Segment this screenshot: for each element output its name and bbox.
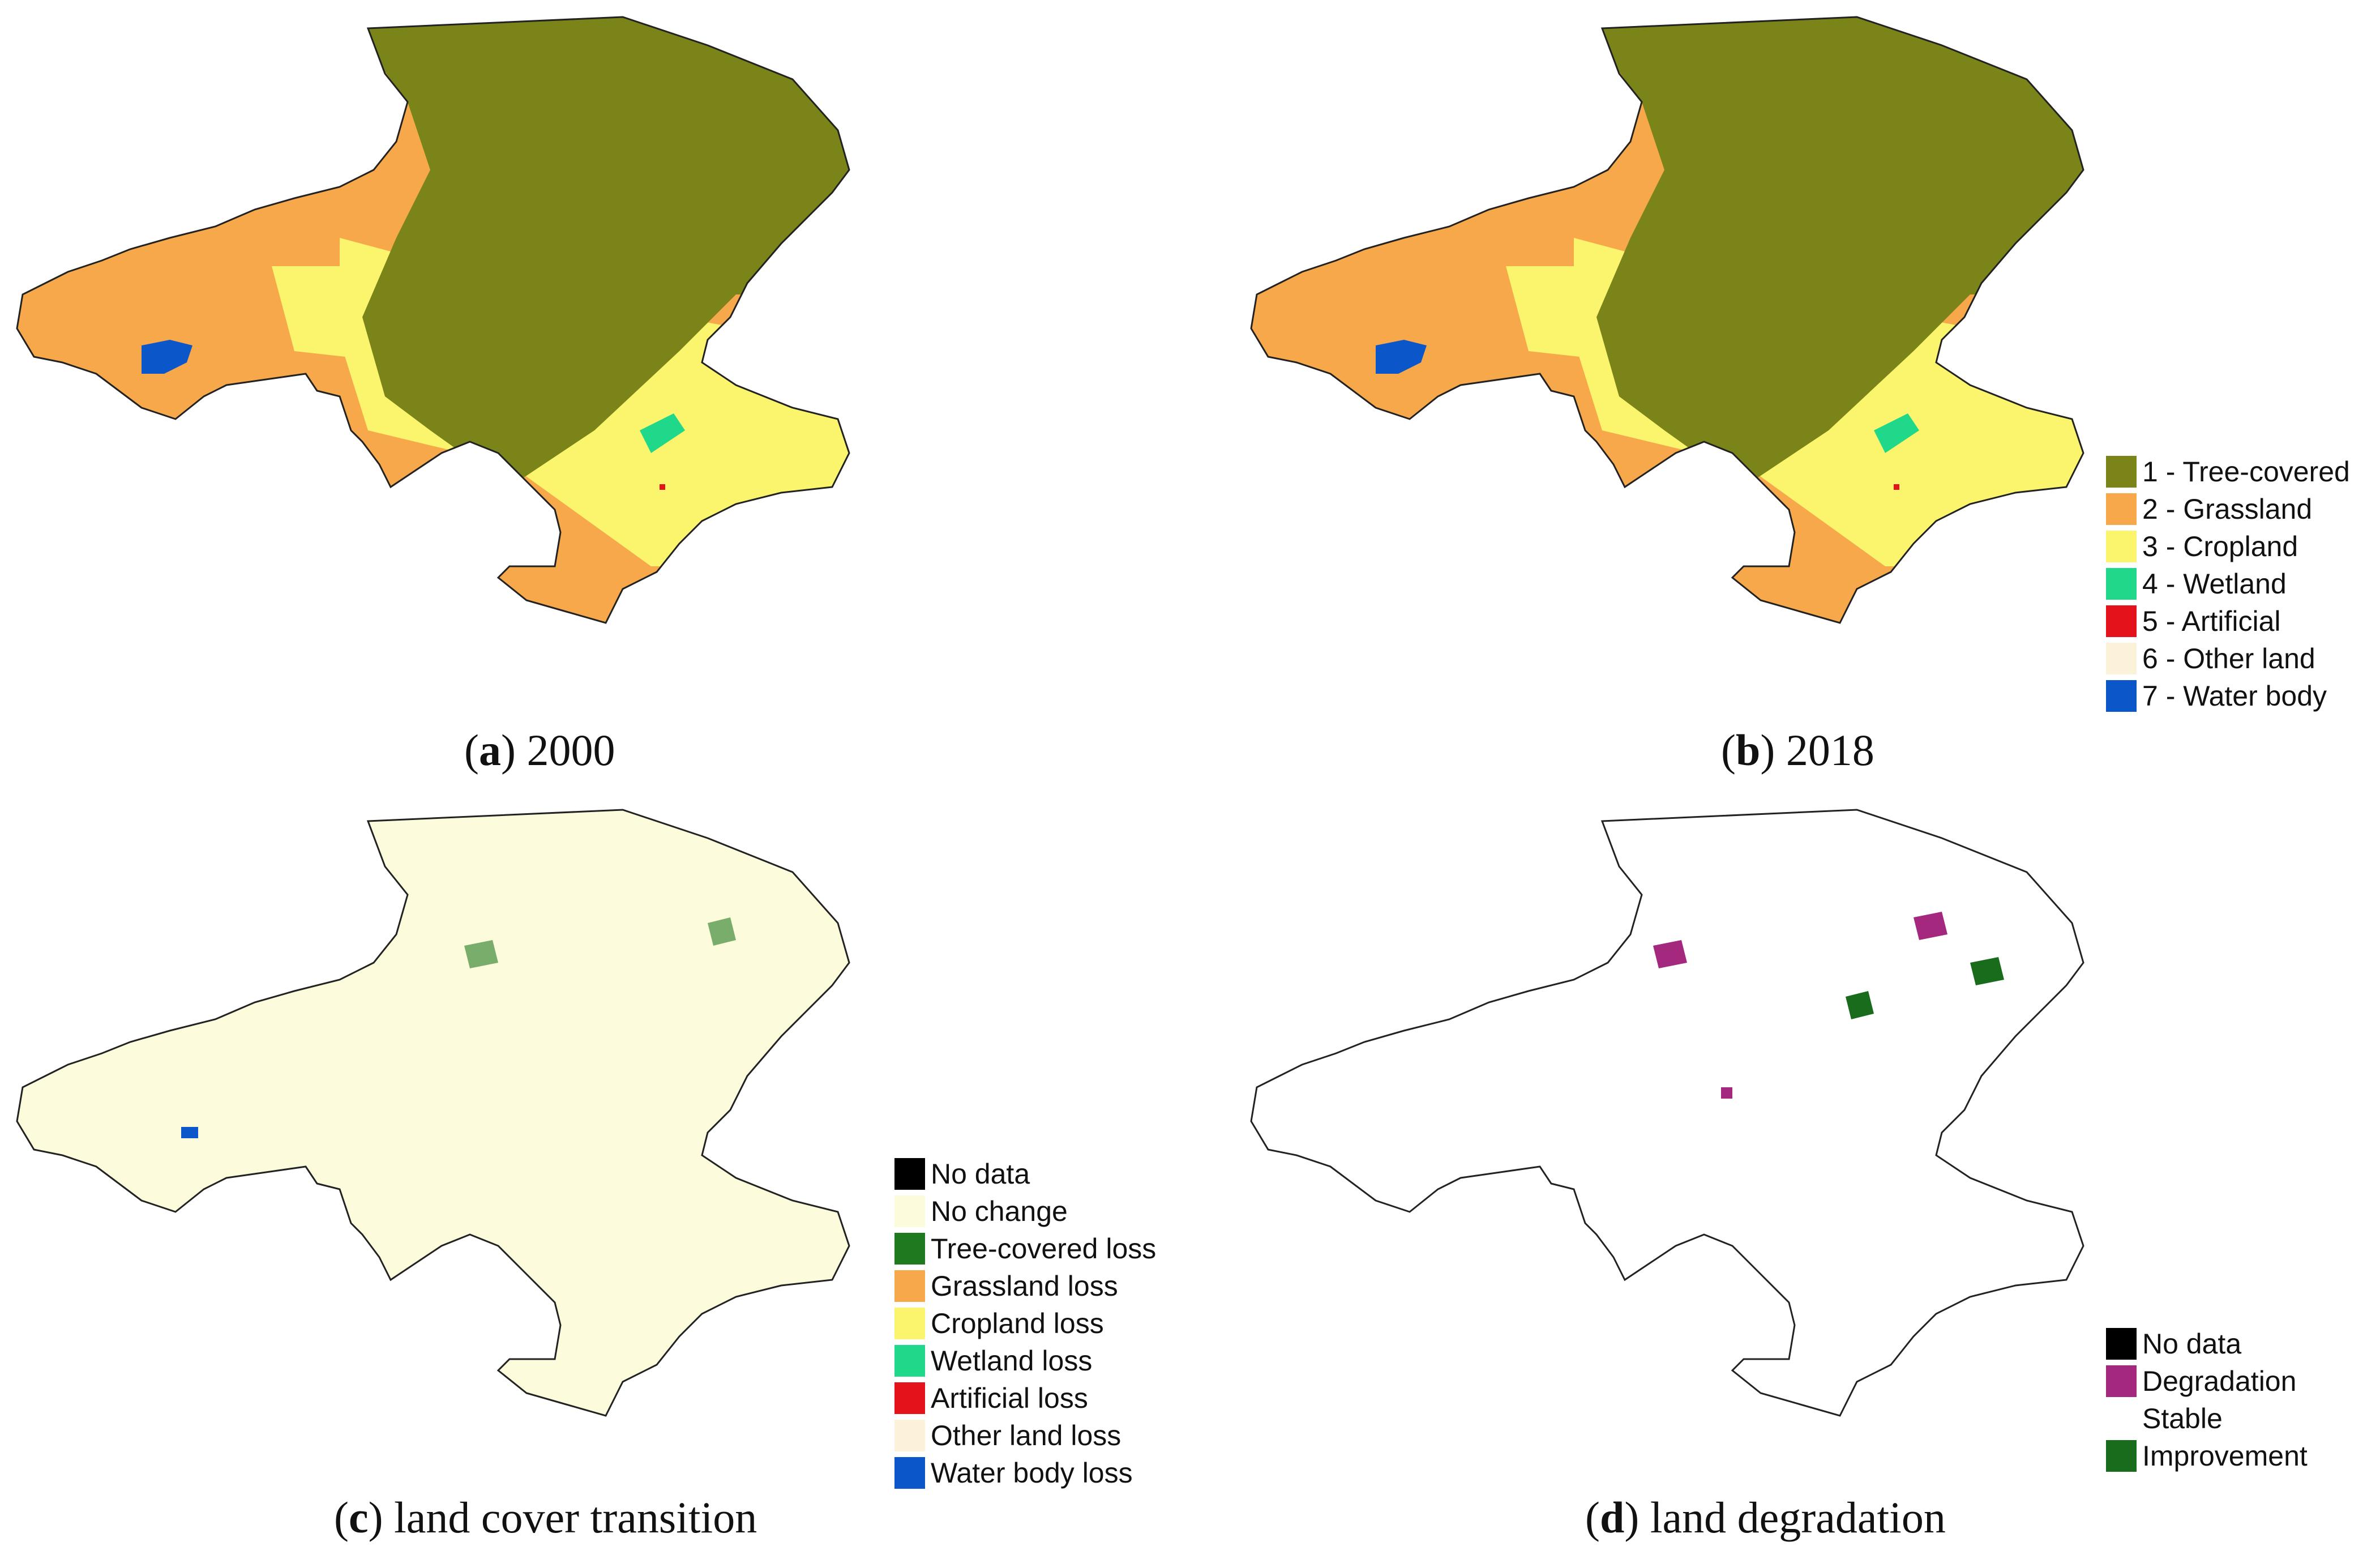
legend-item: No data	[2106, 1325, 2308, 1362]
legend-swatch	[2106, 493, 2137, 525]
legend-item: Wetland loss	[894, 1342, 1156, 1379]
legend-swatch	[894, 1345, 925, 1377]
stable-area	[1251, 810, 2083, 1416]
legend-swatch	[894, 1420, 925, 1451]
legend-label: 7 - Water body	[2142, 680, 2327, 712]
legend-label: Cropland loss	[931, 1308, 1104, 1339]
caption-a: (a) 2000	[464, 725, 615, 775]
legend-label: No change	[931, 1195, 1068, 1227]
map-2000	[16, 16, 850, 624]
degradation-patch	[1914, 912, 1947, 940]
legend-label: 4 - Wetland	[2142, 568, 2287, 600]
water-body	[1376, 340, 1427, 374]
no-change-area	[17, 810, 849, 1416]
legend-label: Other land loss	[931, 1420, 1121, 1451]
tree-covered-area	[1574, 17, 2083, 487]
degradation-patch	[1653, 940, 1687, 968]
legend-item: 1 - Tree-covered	[2106, 453, 2350, 490]
wetland-strip	[1874, 413, 1919, 453]
legend-swatch	[2106, 1440, 2137, 1472]
legend-swatch	[2106, 1328, 2137, 1360]
legend-label: Grassland loss	[931, 1270, 1118, 1302]
legend-swatch	[894, 1158, 925, 1190]
legend-swatch	[894, 1195, 925, 1227]
legend-item: Water body loss	[894, 1454, 1156, 1492]
legend-item: 7 - Water body	[2106, 677, 2350, 715]
water-body	[142, 340, 192, 374]
legend-swatch	[2106, 456, 2137, 488]
legend-item: Improvement	[2106, 1437, 2308, 1475]
legend-item: No change	[894, 1193, 1156, 1230]
legend-item: Tree-covered loss	[894, 1230, 1156, 1267]
tree-covered-loss-patch	[464, 940, 498, 968]
legend-swatch	[2106, 531, 2137, 562]
legend-swatch	[2106, 1365, 2137, 1397]
legend-item: Stable	[2106, 1400, 2308, 1437]
legend-item: 6 - Other land	[2106, 640, 2350, 677]
legend-label: 1 - Tree-covered	[2142, 456, 2350, 488]
legend-label: No data	[2142, 1328, 2242, 1360]
legend-item: Degradation	[2106, 1362, 2308, 1400]
artificial-patch	[660, 484, 665, 490]
legend-swatch	[894, 1233, 925, 1265]
legend-label: Tree-covered loss	[931, 1233, 1157, 1265]
legend-swatch	[2106, 605, 2137, 637]
legend-item: 4 - Wetland	[2106, 565, 2350, 603]
legend-item: No data	[894, 1155, 1156, 1193]
caption-c: (c) land cover transition	[334, 1493, 757, 1542]
artificial-patch	[1894, 484, 1899, 490]
legend-label: Improvement	[2142, 1440, 2308, 1472]
legend-landcover: 1 - Tree-covered 2 - Grassland 3 - Croplan…	[2106, 453, 2350, 715]
legend-swatch	[2106, 1403, 2137, 1434]
legend-label: Degradation	[2142, 1365, 2297, 1397]
legend-label: 2 - Grassland	[2142, 493, 2313, 525]
improvement-patch	[1846, 991, 1874, 1019]
legend-swatch	[2106, 680, 2137, 712]
legend-label: Water body loss	[931, 1457, 1133, 1489]
improvement-patch	[1970, 957, 2004, 985]
caption-d: (d) land degradation	[1585, 1493, 1946, 1542]
legend-item: Grassland loss	[894, 1267, 1156, 1305]
legend-item: Other land loss	[894, 1417, 1156, 1454]
legend-label: Wetland loss	[931, 1345, 1093, 1377]
legend-item: 3 - Cropland	[2106, 528, 2350, 565]
legend-swatch	[894, 1270, 925, 1302]
legend-label: No data	[931, 1158, 1030, 1190]
legend-swatch	[2106, 643, 2137, 674]
map-2018	[1250, 16, 2084, 624]
legend-item: 5 - Artificial	[2106, 603, 2350, 640]
legend-swatch	[894, 1382, 925, 1414]
degradation-patch	[1721, 1087, 1732, 1099]
caption-b: (b) 2018	[1721, 725, 1874, 775]
tree-covered-loss-patch	[708, 917, 736, 946]
legend-swatch	[894, 1308, 925, 1339]
legend-label: Artificial loss	[931, 1382, 1088, 1414]
legend-transition: No data No change Tree-covered loss Grassla…	[894, 1155, 1156, 1492]
legend-label: Stable	[2142, 1403, 2223, 1434]
legend-label: 5 - Artificial	[2142, 605, 2281, 637]
legend-item: 2 - Grassland	[2106, 490, 2350, 528]
legend-item: Cropland loss	[894, 1305, 1156, 1342]
legend-label: 6 - Other land	[2142, 643, 2315, 674]
legend-degradation: No data Degradation Stable Improvement	[2106, 1325, 2308, 1475]
wetland-strip	[640, 413, 685, 453]
legend-label: 3 - Cropland	[2142, 531, 2298, 562]
legend-item: Artificial loss	[894, 1379, 1156, 1417]
water-body-loss-patch	[181, 1127, 198, 1138]
map-transition	[16, 809, 850, 1417]
legend-swatch	[2106, 568, 2137, 600]
tree-covered-area	[340, 17, 849, 487]
legend-swatch	[894, 1457, 925, 1489]
map-degradation	[1250, 809, 2084, 1417]
